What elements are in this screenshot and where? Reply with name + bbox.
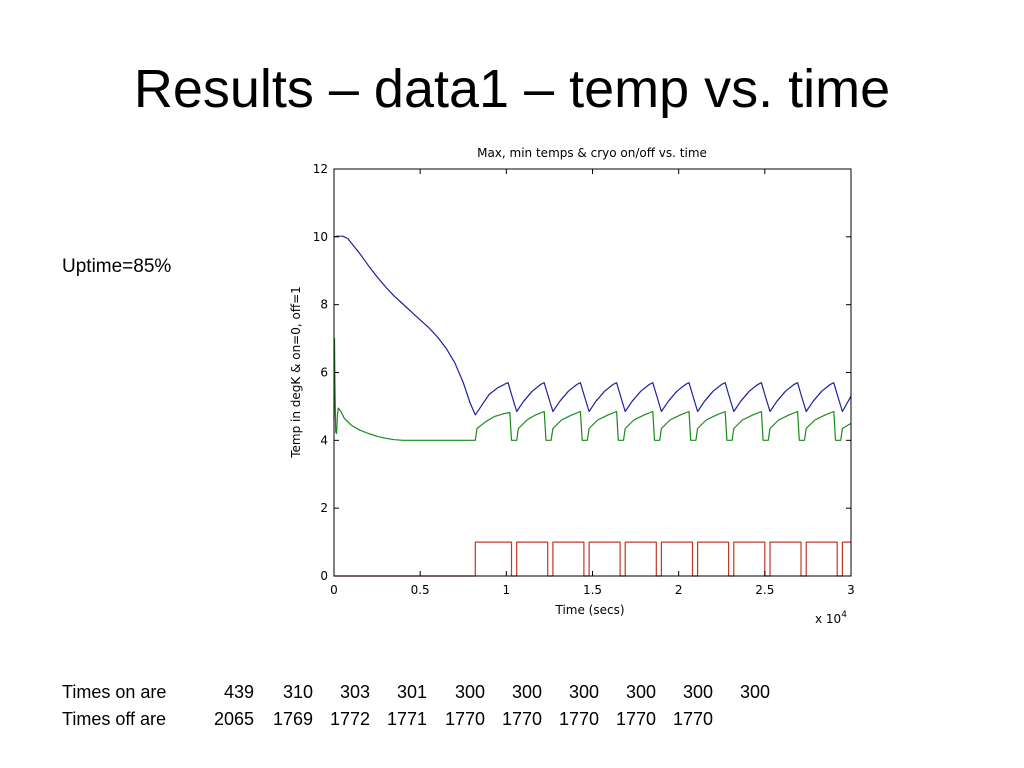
times-on-value: 439: [223, 682, 254, 702]
x-axis-label: Time (secs): [554, 603, 624, 617]
times-off-label: Times off are: [62, 709, 167, 729]
slide-title: Results – data1 – temp vs. time: [133, 59, 891, 119]
times-off-value: 1770: [445, 709, 486, 729]
x-tick-label: 3: [847, 583, 855, 597]
times-off-value: 1769: [273, 709, 314, 729]
x-multiplier-exponent: 4: [841, 610, 847, 620]
times-off-value: 1770: [502, 709, 543, 729]
chart-title: Max, min temps & cryo on/off vs. time: [477, 146, 707, 160]
times-off-value: 1772: [330, 709, 371, 729]
series-line-onoff: [334, 541, 851, 577]
y-tick-label: 0: [320, 569, 328, 583]
y-tick-label: 10: [313, 230, 328, 244]
y-tick-label: 12: [313, 162, 328, 176]
times-on-value: 310: [282, 682, 313, 702]
y-tick-label: 8: [320, 298, 328, 312]
times-on-value: 300: [568, 682, 599, 702]
times-on-value: 303: [339, 682, 370, 702]
y-tick-label: 6: [320, 366, 328, 380]
x-tick-label: 2: [675, 583, 683, 597]
times-on-value: 300: [454, 682, 485, 702]
times-on-label: Times on are: [62, 682, 167, 702]
times-on-value: 300: [739, 682, 770, 702]
times-off-value: 1771: [387, 709, 428, 729]
times-off-value: 2065: [214, 709, 255, 729]
x-tick-label: 1: [503, 583, 511, 597]
x-multiplier-label: x 104: [815, 610, 847, 626]
times-on-value: 300: [625, 682, 656, 702]
y-axis-label: Temp in degK & on=0, off=1: [289, 286, 303, 459]
times-off-value: 1770: [559, 709, 600, 729]
plot-background: [334, 169, 851, 576]
series-line-min: [333, 338, 852, 441]
x-tick-label: 0: [330, 583, 338, 597]
x-multiplier-base: x 10: [815, 612, 841, 626]
times-off-value: 1770: [616, 709, 657, 729]
uptime-label: Uptime=85%: [62, 256, 172, 277]
y-tick-label: 2: [320, 501, 328, 515]
x-tick-label: 2.5: [755, 583, 774, 597]
times-on-value: 300: [682, 682, 713, 702]
times-off-value: 1770: [673, 709, 714, 729]
series-line-max: [333, 235, 852, 416]
x-tick-label: 1.5: [583, 583, 602, 597]
y-tick-label: 4: [320, 433, 328, 447]
times-on-value: 301: [396, 682, 427, 702]
times-on-value: 300: [511, 682, 542, 702]
x-tick-label: 0.5: [411, 583, 430, 597]
